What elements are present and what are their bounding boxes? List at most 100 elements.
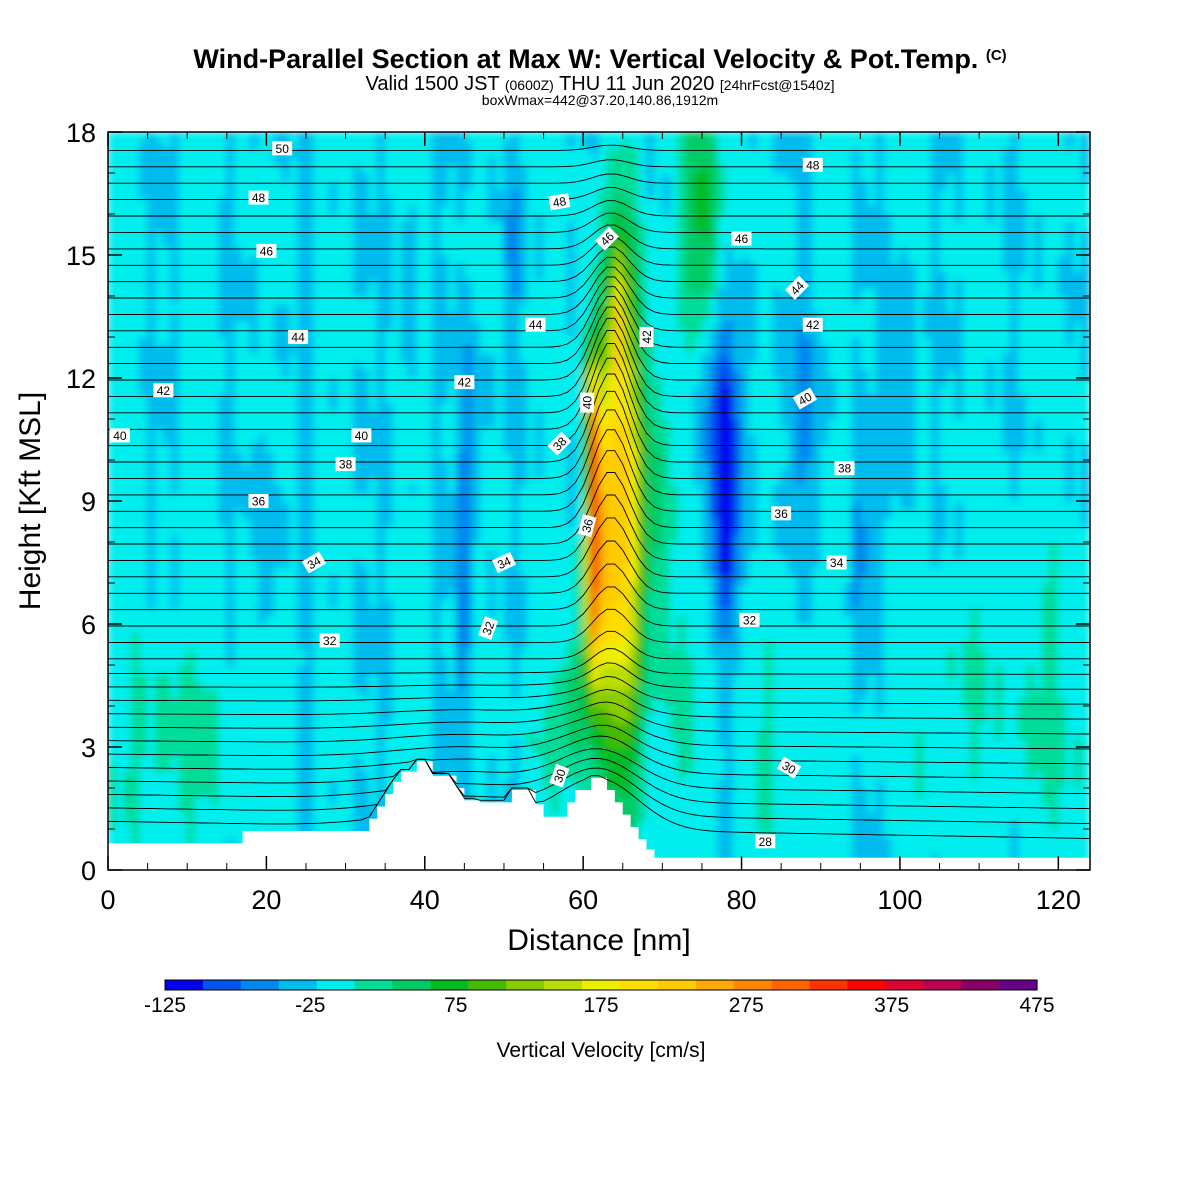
velocity-cell bbox=[1073, 820, 1083, 830]
velocity-cell bbox=[147, 639, 157, 650]
velocity-cell bbox=[384, 787, 394, 797]
velocity-cell bbox=[376, 730, 386, 740]
velocity-cell bbox=[463, 738, 473, 748]
velocity-cell bbox=[923, 672, 933, 682]
velocity-cell bbox=[891, 844, 901, 855]
velocity-cell bbox=[139, 672, 149, 682]
velocity-cell bbox=[788, 574, 798, 584]
velocity-cell bbox=[329, 705, 339, 715]
velocity-cell bbox=[210, 762, 220, 773]
velocity-cell bbox=[202, 664, 212, 674]
velocity-cell bbox=[764, 566, 774, 576]
velocity-cell bbox=[614, 549, 624, 559]
velocity-cell bbox=[756, 648, 766, 658]
velocity-cell bbox=[115, 557, 125, 568]
velocity-cell bbox=[978, 795, 988, 805]
velocity-cell bbox=[622, 623, 632, 633]
velocity-cell bbox=[123, 730, 133, 740]
velocity-cell bbox=[234, 648, 244, 658]
velocity-cell bbox=[978, 820, 988, 830]
velocity-cell bbox=[527, 779, 537, 789]
velocity-cell bbox=[946, 639, 956, 650]
velocity-cell bbox=[432, 615, 442, 625]
velocity-cell bbox=[384, 738, 394, 748]
velocity-cell bbox=[638, 631, 648, 641]
velocity-cell bbox=[210, 713, 220, 723]
velocity-cell bbox=[108, 754, 117, 764]
velocity-cell bbox=[733, 820, 743, 830]
velocity-cell bbox=[265, 582, 275, 592]
velocity-cell bbox=[463, 762, 473, 773]
velocity-cell bbox=[463, 664, 473, 674]
velocity-cell bbox=[962, 680, 972, 691]
velocity-cell bbox=[946, 844, 956, 855]
velocity-cell bbox=[836, 582, 845, 592]
velocity-cell bbox=[313, 533, 323, 543]
velocity-cell bbox=[946, 557, 956, 568]
velocity-cell bbox=[289, 795, 299, 805]
velocity-cell bbox=[210, 533, 220, 543]
velocity-cell bbox=[353, 557, 362, 568]
velocity-cell bbox=[368, 812, 378, 822]
velocity-cell bbox=[162, 541, 172, 551]
velocity-cell bbox=[851, 721, 861, 732]
velocity-cell bbox=[875, 574, 885, 584]
velocity-cell bbox=[178, 648, 188, 658]
velocity-cell bbox=[170, 533, 180, 543]
velocity-cell bbox=[535, 656, 545, 666]
velocity-cell bbox=[329, 582, 339, 592]
velocity-cell bbox=[646, 672, 655, 682]
velocity-cell bbox=[748, 812, 758, 822]
velocity-cell bbox=[994, 836, 1004, 846]
velocity-cell bbox=[186, 582, 196, 592]
velocity-cell bbox=[590, 623, 600, 633]
velocity-cell bbox=[162, 557, 172, 568]
velocity-cell bbox=[495, 689, 505, 699]
velocity-cell bbox=[804, 582, 814, 592]
velocity-cell bbox=[828, 582, 838, 592]
velocity-cell bbox=[448, 639, 457, 650]
velocity-cell bbox=[147, 812, 157, 822]
velocity-cell bbox=[155, 713, 164, 723]
velocity-cell bbox=[772, 853, 782, 863]
velocity-cell bbox=[653, 631, 663, 641]
velocity-cell bbox=[297, 664, 307, 674]
velocity-cell bbox=[693, 557, 703, 568]
velocity-cell bbox=[907, 771, 917, 781]
velocity-cell bbox=[646, 795, 655, 805]
velocity-cell bbox=[788, 549, 798, 559]
velocity-cell bbox=[685, 664, 695, 674]
velocity-cell bbox=[202, 803, 212, 814]
velocity-cell bbox=[780, 631, 790, 641]
velocity-cell bbox=[281, 746, 291, 756]
velocity-cell bbox=[108, 631, 117, 641]
velocity-cell bbox=[804, 615, 814, 625]
velocity-cell bbox=[337, 656, 347, 666]
velocity-cell bbox=[202, 746, 212, 756]
velocity-cell bbox=[962, 566, 972, 576]
velocity-cell bbox=[669, 754, 679, 764]
velocity-cell bbox=[313, 615, 323, 625]
velocity-cell bbox=[693, 656, 703, 666]
velocity-cell bbox=[939, 598, 948, 609]
velocity-cell bbox=[653, 828, 663, 838]
velocity-cell bbox=[170, 639, 180, 650]
velocity-cell bbox=[748, 541, 758, 551]
velocity-cell bbox=[313, 705, 323, 715]
velocity-cell bbox=[558, 607, 568, 617]
velocity-cell bbox=[519, 754, 529, 764]
velocity-cell bbox=[978, 566, 988, 576]
velocity-cell bbox=[281, 648, 291, 658]
velocity-cell bbox=[733, 836, 743, 846]
velocity-cell bbox=[788, 680, 798, 691]
velocity-cell bbox=[162, 713, 172, 723]
velocity-cell bbox=[250, 549, 259, 559]
velocity-cell bbox=[432, 771, 442, 781]
velocity-cell bbox=[297, 730, 307, 740]
velocity-cell bbox=[994, 795, 1004, 805]
velocity-cell bbox=[353, 713, 362, 723]
velocity-cell bbox=[899, 836, 909, 846]
velocity-cell bbox=[1073, 672, 1083, 682]
velocity-cell bbox=[353, 672, 362, 682]
velocity-cell bbox=[614, 746, 624, 756]
